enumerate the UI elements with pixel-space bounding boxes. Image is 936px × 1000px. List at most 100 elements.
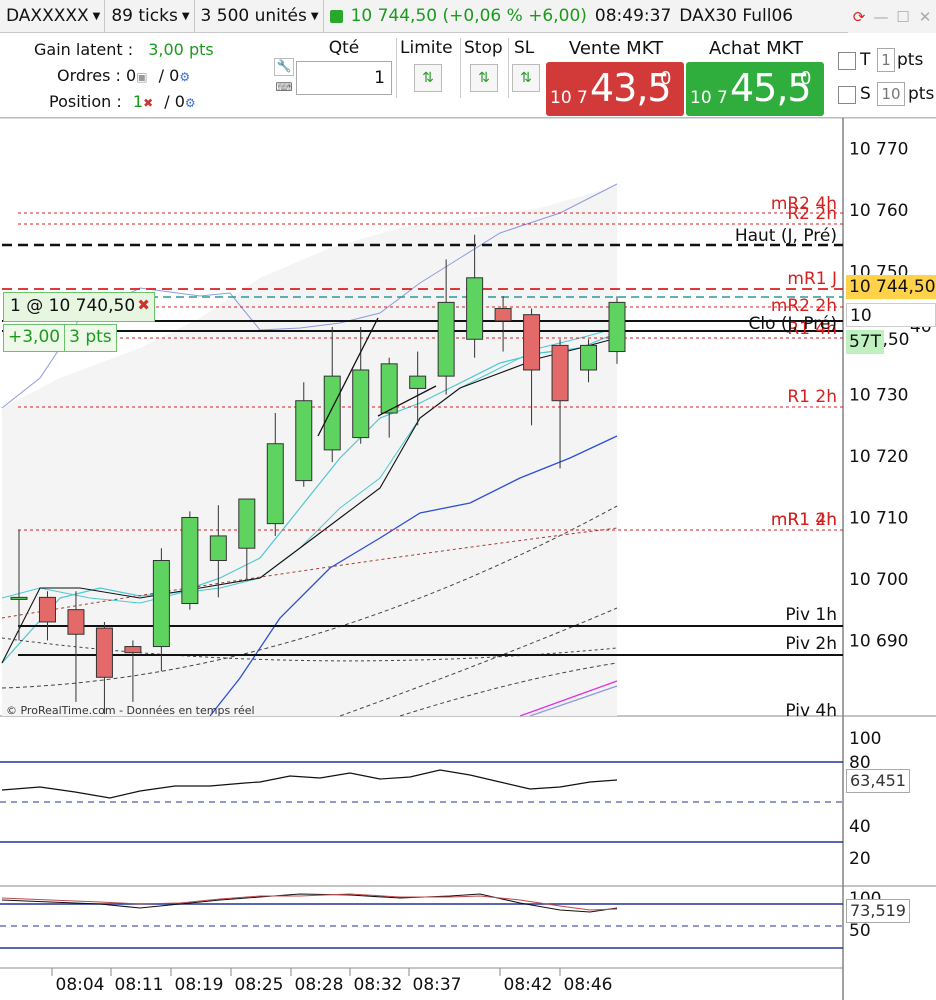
buy-market-button[interactable]: 10 7 45,5 0 [686,62,824,116]
gear-icon[interactable]: ⚙ [184,96,196,110]
sell-market-label: Vente MKT [568,38,664,59]
level-label-clo: Clo (J, Pré) [748,314,837,334]
chevron-down-icon: ▼ [181,10,190,22]
price-chart[interactable]: 10 770 10 760 10 750 10 730 10 720 10 710 10 7… [0,118,936,1000]
close-position-icon[interactable]: ✖ [137,296,150,314]
level-label-mr1-j: mR1 J [787,269,837,289]
candle-body [352,369,370,439]
buy-market-label: Achat MKT [708,38,804,59]
units-dropdown[interactable]: 3 500 unités ▼ [195,0,324,33]
close-position-icon[interactable]: ✖ [143,96,154,110]
indicator1-tick-label: 20 [849,849,871,869]
trend-curve [529,685,618,717]
quantity-input[interactable]: 1 [296,61,392,95]
candle-body [608,301,626,353]
quote-text: 10 744,50 (+0,06 % +6,00) [350,6,587,26]
candle-body [10,596,28,600]
candle-body [295,400,313,482]
candle-body [152,560,170,648]
wrench-icon[interactable]: 🔧 [274,58,294,76]
price-tick-label: 10 690 [849,631,908,651]
time-tick-label: 08:11 [115,975,164,995]
level-label-r2-2h: R2 2h [787,204,837,224]
indicator1-axis-ticks: 100 80 40 20 [849,729,881,869]
stop-order-button[interactable]: ⇅ [470,64,498,92]
target-input[interactable]: 1 [877,48,895,72]
minimize-icon[interactable]: — [873,7,889,26]
level-label-mr1-2h: mR1 2h [771,510,837,530]
maximize-icon[interactable]: ☐ [896,7,910,26]
time-tick-label: 08:37 [413,975,462,995]
candle-body [38,596,56,623]
refresh-icon[interactable]: ⟳ [852,7,866,26]
target-label: T [860,50,871,70]
trend-line[interactable] [377,385,437,417]
gear-icon[interactable]: ⚙ [179,70,191,84]
candle-body [523,314,541,371]
limit-order-button[interactable]: ⇅ [414,64,442,92]
level-label-mr1-4h: mR1 4h [771,510,837,530]
level-label-haut: Haut (J, Pré) [735,226,837,246]
candle-body [437,301,455,377]
time-tick-label: 08:28 [295,975,344,995]
target-checkbox[interactable] [838,52,856,70]
sl-label: SL [514,38,535,58]
chevron-down-icon: ▼ [310,10,319,22]
orders-row: Ordres : 0▣ / 0⚙ [57,66,190,85]
indicator2-value-tag: 73,519 [846,899,910,923]
buy-price-prefix: 10 7 [690,88,728,108]
stop-unit: pts [908,84,935,104]
time-tick-label: 08:32 [354,975,403,995]
limit-label: Limite [400,38,453,58]
position-marker[interactable]: 1 @ 10 740,50 ✖ [3,292,155,322]
level-label-piv-1h: Piv 1h [785,605,837,625]
position-gain-box: +3,00 3 pts [3,324,117,352]
candlestick-series [10,234,626,715]
indicator2-signal-line [1,893,618,911]
level-label-piv-4h: Piv 4h [785,701,837,721]
candle-body [551,344,569,402]
stop-checkbox[interactable] [838,86,856,104]
keyboard-icon[interactable]: ⌨ [275,80,293,94]
close-icon[interactable]: ✕ [918,7,932,26]
sl-order-button[interactable]: ⇅ [512,64,540,92]
indicator1-tick-label: 80 [849,753,871,773]
stop-label: Stop [464,38,503,58]
divider [396,38,397,98]
instrument-code-dropdown[interactable]: DAXXXXX ▼ [0,0,106,33]
orders-label: Ordres : [57,66,121,85]
trend-curve [519,680,618,717]
trend-line[interactable] [317,317,379,437]
position-label: Position : [49,92,122,111]
sell-market-button[interactable]: 10 7 43,5 0 [546,62,684,116]
divider [508,38,509,98]
level-label-mr2-2h: mR2 2h [771,296,837,316]
indicator1-tick-label: 40 [849,817,871,837]
indicator1-line [1,769,618,799]
chevron-down-icon: ▼ [92,10,101,22]
quote-status: 10 744,50 (+0,06 % +6,00) 08:49:37 DAX30… [324,6,798,26]
ticks-dropdown[interactable]: 89 ticks ▼ [105,0,195,33]
cancel-orders-icon[interactable]: ▣ [136,70,148,84]
candle-body [266,443,284,525]
price-tick-label: 10 700 [849,570,908,590]
time-tick-label: 08:25 [235,975,284,995]
price-tick-label: 10 770 [849,140,908,160]
trend-curve [1,527,618,619]
candle-body [209,535,227,562]
gain-label: Gain latent : [34,40,134,59]
buy-price-fraction: 0 [800,68,812,89]
time-tick-label: 08:46 [564,975,613,995]
candle-body [238,498,256,549]
price-tick-label: 10 760 [849,201,908,221]
stop-input[interactable]: 10 [877,82,905,106]
market-open-icon [329,9,343,23]
trend-curve [1,505,618,689]
data-credit: © ProRealTime.com - Données en temps rée… [6,704,255,717]
trend-curve [1,637,618,662]
buy-price-main: 45,5 [730,66,812,110]
sell-price-fraction: 0 [660,68,672,89]
